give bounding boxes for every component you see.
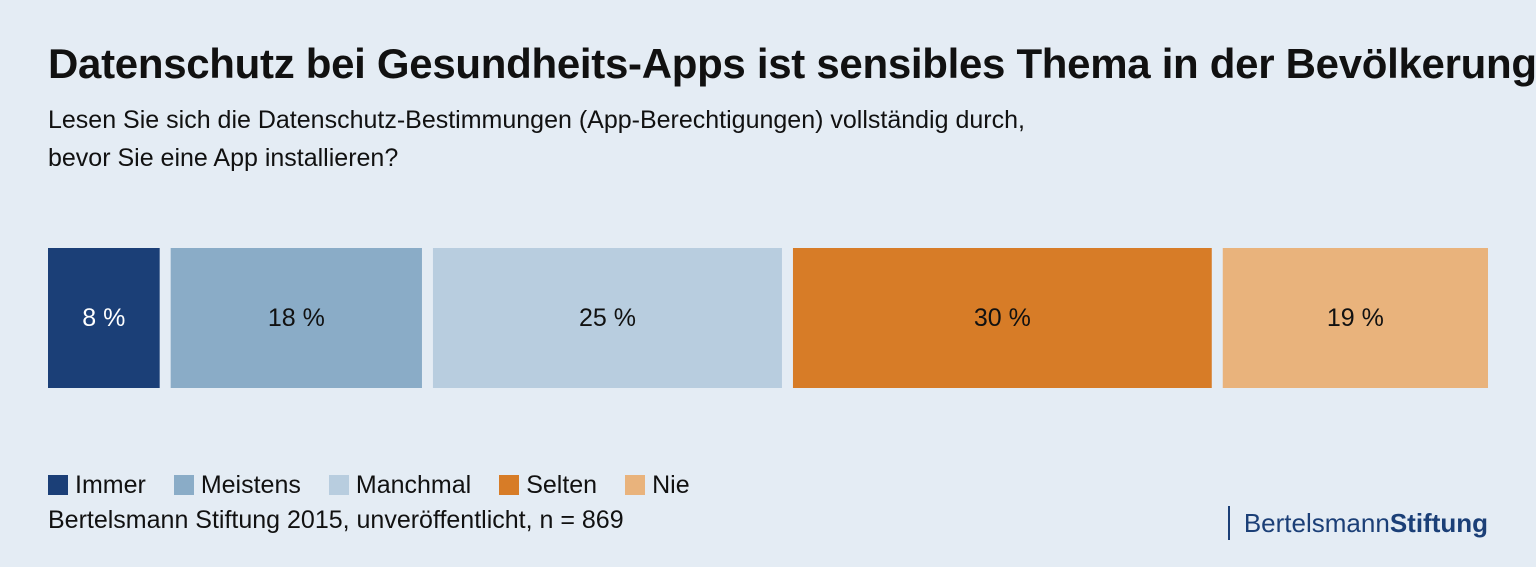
bar-label-manchmal: 25 % — [579, 304, 636, 332]
legend-label-selten: Selten — [526, 470, 598, 499]
bar-segment-selten — [792, 248, 1212, 388]
bar-segment-meistens — [170, 248, 422, 388]
bertelsmann-stiftung-logo: Bertelsmann Stiftung — [1227, 506, 1488, 540]
legend-swatch-meistens — [173, 475, 194, 495]
bar-label-meistens: 18 % — [268, 304, 325, 332]
legend-swatch-selten — [499, 475, 520, 495]
bar-label-immer: 8 % — [82, 304, 125, 332]
chart-subtitle: Lesen Sie sich die Datenschutz-Bestimmun… — [48, 101, 1248, 177]
subtitle-line-2: bevor Sie eine App installieren? — [48, 144, 399, 172]
legend-item-meistens: Meistens — [173, 470, 301, 500]
legend-item-nie: Nie — [625, 471, 690, 500]
legend: Immer Meistens Manchmal Selten Nie — [48, 469, 718, 501]
legend-item-immer: Immer — [48, 471, 146, 500]
bar-segment-nie — [1222, 248, 1488, 388]
bar-segment-manchmal — [432, 248, 782, 388]
source-note: Bertelsmann Stiftung 2015, unveröffentli… — [48, 506, 624, 534]
legend-swatch-manchmal — [328, 475, 349, 495]
legend-label-meistens: Meistens — [200, 470, 301, 499]
subtitle-line-1: Lesen Sie sich die Datenschutz-Bestimmun… — [48, 106, 1025, 134]
logo-text-regular: Bertelsmann — [1243, 507, 1390, 538]
logo-text-bold: Stiftung — [1389, 507, 1488, 538]
legend-label-immer: Immer — [75, 470, 146, 499]
legend-label-nie: Nie — [652, 470, 690, 499]
legend-label-manchmal: Manchmal — [355, 470, 472, 499]
bar-segment-immer — [48, 248, 160, 388]
legend-swatch-immer — [48, 475, 68, 495]
bar-label-selten: 30 % — [974, 304, 1031, 332]
legend-swatch-nie — [625, 475, 646, 495]
legend-item-selten: Selten — [499, 471, 597, 500]
legend-item-manchmal: Manchmal — [328, 470, 472, 500]
chart-title: Datenschutz bei Gesundheits-Apps ist sen… — [48, 40, 1536, 87]
bar-label-nie: 19 % — [1327, 304, 1384, 332]
